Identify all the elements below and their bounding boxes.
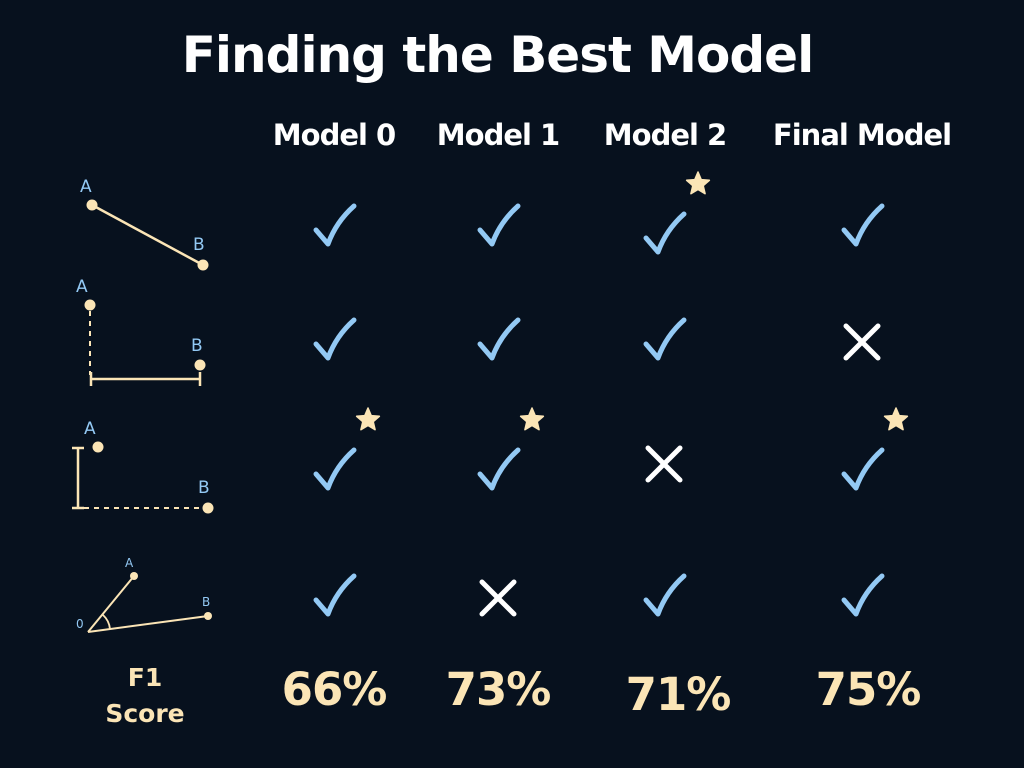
check-icon <box>458 302 538 382</box>
origin-label: 0 <box>76 617 84 631</box>
check-icon <box>624 302 704 382</box>
cross-icon <box>624 424 704 504</box>
column-header-model-1: Model 1 <box>436 118 560 152</box>
check-icon <box>294 188 374 268</box>
column-header-model-2: Model 2 <box>603 118 727 152</box>
star-icon <box>355 407 381 431</box>
line-distance-icon: A B <box>70 170 220 280</box>
check-icon <box>294 558 374 638</box>
point-a-label: A <box>76 277 88 297</box>
check-star-icon <box>458 407 545 512</box>
cross-icon <box>458 558 538 638</box>
cross-icon <box>822 302 902 382</box>
point-b-label: B <box>202 595 210 609</box>
check-star-icon <box>624 171 711 276</box>
f1-score-label: F1 Score <box>100 660 190 732</box>
f1-label-line1: F1 <box>127 663 163 692</box>
check-icon <box>822 558 902 638</box>
angle-icon: 0 A B <box>70 550 220 650</box>
point-a-label: A <box>125 556 134 570</box>
check-icon <box>822 188 902 268</box>
point-b-label: B <box>193 235 205 255</box>
score-model-2: 71% <box>625 668 732 721</box>
check-icon <box>294 302 374 382</box>
star-icon <box>519 407 545 431</box>
star-icon <box>685 171 711 195</box>
point-a-label: A <box>84 419 96 439</box>
point-b-label: B <box>191 336 203 356</box>
check-icon <box>458 188 538 268</box>
column-header-final-model: Final Model <box>772 118 952 152</box>
column-header-model-0: Model 0 <box>272 118 396 152</box>
check-icon <box>624 558 704 638</box>
vertical-distance-icon: A B <box>70 415 220 525</box>
check-star-icon <box>822 407 909 512</box>
horizontal-distance-icon: A B <box>70 275 220 395</box>
point-b-label: B <box>198 478 210 498</box>
score-final-model: 75% <box>815 663 922 716</box>
score-model-1: 73% <box>445 663 552 716</box>
score-model-0: 66% <box>281 663 388 716</box>
check-star-icon <box>294 407 381 512</box>
star-icon <box>883 407 909 431</box>
point-a-label: A <box>80 177 92 197</box>
f1-label-line2: Score <box>105 699 185 728</box>
page-title: Finding the Best Model <box>181 26 814 84</box>
